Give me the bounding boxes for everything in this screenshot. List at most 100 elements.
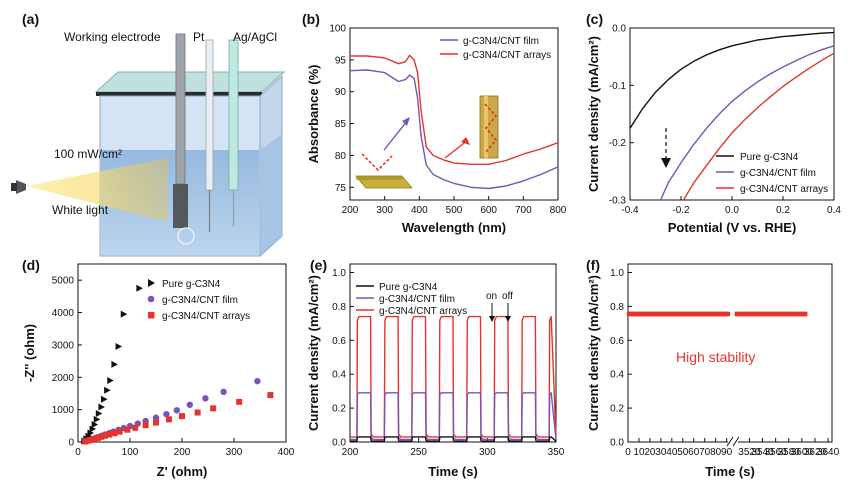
x-tick-label: 3560 [765,447,788,458]
x-tick-label: 60 [688,447,700,458]
data-point-stability [760,311,766,317]
on-off-annotation: on off [486,291,513,322]
x-tick-label: 400 [411,205,428,216]
data-point-pure [89,425,97,433]
label-on: on [486,291,497,302]
panel-a: (a) [11,11,286,258]
label-pt: Pt [193,30,205,44]
series-b [349,54,559,190]
legend-c-film: g-C3N4/CNT film [740,168,816,179]
x-tick-label: 3520 [738,447,761,458]
panel-letter-a: (a) [22,11,39,27]
x-tick-label: -0.2 [672,205,690,216]
panel-b: (b) 200 300 400 500 600 700 800 75 80 85 90 95 100 W… [302,11,567,235]
data-point-arrays [267,392,274,399]
data-point-film [186,401,193,408]
data-point-stability [725,311,731,317]
panel-c: (c) -0.4 -0.2 0.0 0.2 0.4 -0.3 -0.2 -0.1 0.0 Pot… [586,11,841,235]
y-tick-label: 100 [329,24,346,35]
y-tick-label: 0.0 [332,438,346,449]
working-electrode-rod [175,33,186,185]
x-label-e: Time (s) [428,464,478,479]
x-tick-label: 200 [342,447,359,458]
x-tick-label: 0 [625,447,631,458]
electrolyte-side [260,134,282,255]
x-label-f: Time (s) [705,464,755,479]
data-point-film [220,388,227,396]
data-point-pure [91,421,99,429]
panel-letter-f: (f) [586,257,600,273]
legend-e: Pure g-C3N4 g-C3N4/CNT film g-C3N4/CNT a… [356,282,467,317]
x-tick-label: 300 [376,205,393,216]
data-point-arrays [94,434,101,441]
data-point-arrays [82,438,89,445]
series-line-e-film [350,392,557,441]
data-point-pure [95,410,103,418]
data-point-stability [742,311,748,317]
data-point-arrays [142,422,149,429]
data-point-stability [745,311,750,317]
y-tick-label: 3000 [52,340,75,351]
panel-letter-d: (d) [22,257,40,273]
x-tick-label: 0 [75,447,81,458]
series-e [350,315,557,442]
data-point-stability [781,311,787,317]
x-label-b: Wavelength (nm) [402,220,506,235]
data-point-pure [98,403,105,411]
data-point-stability [797,311,803,317]
label-intensity: 100 mW/cm² [54,147,122,161]
data-point-arrays [236,398,243,405]
data-point-stability [776,311,782,317]
data-point-film [202,395,209,402]
legend-b-film: g-C3N4/CNT film [463,36,539,47]
y-tick-label: 1.0 [332,268,346,279]
legend-b-arrays: g-C3N4/CNT arrays [463,50,551,61]
series-line-c-pure [629,31,835,129]
data-point-pure [93,415,101,423]
data-point-stability [784,311,790,317]
y-label-b: Absorbance (%) [306,65,321,164]
data-point-film [152,414,160,421]
data-point-stability [768,311,774,317]
data-point-arrays [124,426,131,433]
x-tick-label: 200 [174,447,191,458]
cell-lid [94,71,286,93]
legend-c-arrays: g-C3N4/CNT arrays [740,184,828,195]
legend-d-film: g-C3N4/CNT film [162,295,238,306]
ticks-f: 0.0 0.2 0.4 0.6 0.8 1.0 0 10 20 30 40 50 60 70 80 90 352… [610,268,840,458]
x-tick-label: 300 [479,447,496,458]
data-point-arrays [106,431,113,438]
y-label-d: -Z'' (ohm) [22,324,37,382]
x-tick-label: 3640 [817,447,840,458]
x-tick-label: 3620 [804,447,827,458]
inset-film-illustration [355,117,413,189]
x-tick-label: 200 [342,205,359,216]
x-tick-label: -0.4 [621,205,639,216]
ticks-b: 200 300 400 500 600 700 800 75 80 85 90 95 100 [329,24,566,217]
y-tick-label: 75 [335,183,347,194]
x-tick-label: 70 [699,447,711,458]
y-tick-label: 0.4 [610,370,624,381]
data-point-arrays [153,419,159,426]
panel-f: (f) 0.0 0.2 0.4 0.6 0.8 1.0 0 10 20 30 40 50 60 70 80 9… [586,257,840,479]
x-tick-label: 350 [548,447,565,458]
stir-bar [177,227,195,245]
series-f [626,311,808,317]
data-point-arrays [194,409,201,416]
y-tick-label: 85 [335,119,347,130]
x-tick-label: 0.4 [827,205,841,216]
data-point-stability [787,311,792,317]
y-tick-label: 0.8 [332,302,346,313]
panel-letter-e: (e) [310,257,327,273]
y-tick-label: 95 [335,55,347,66]
legend-d-arrays: g-C3N4/CNT arrays [162,311,250,322]
data-point-film [163,410,170,418]
x-tick-label: 250 [410,447,427,458]
ticks-e: 200 250 300 350 0.0 0.2 0.4 0.6 0.8 1.0 [332,268,565,458]
panel-e: (e) 200 250 300 350 0.0 0.2 0.4 0.6 0.8 1.0 Time … [306,257,565,479]
data-point-arrays [111,430,118,437]
y-label-c: Current density (mA/cm²) [586,36,601,192]
data-point-arrays [132,424,139,431]
y-tick-label: 5000 [52,276,75,287]
